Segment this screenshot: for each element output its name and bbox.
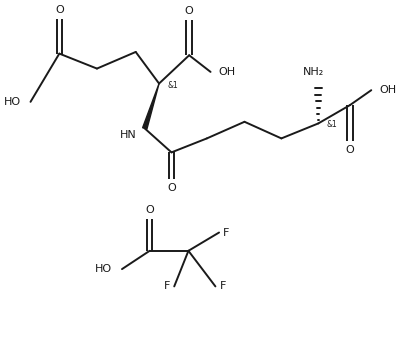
Text: HO: HO	[3, 97, 21, 107]
Text: OH: OH	[379, 85, 396, 95]
Text: &1: &1	[167, 81, 178, 89]
Text: O: O	[167, 183, 176, 193]
Text: &1: &1	[326, 120, 337, 130]
Text: O: O	[145, 205, 154, 215]
Text: F: F	[164, 282, 170, 291]
Text: O: O	[346, 145, 354, 155]
Text: NH₂: NH₂	[303, 67, 324, 77]
Text: HO: HO	[95, 264, 112, 274]
Text: F: F	[223, 227, 229, 238]
Text: OH: OH	[219, 67, 236, 77]
Text: F: F	[220, 282, 226, 291]
Text: O: O	[185, 6, 193, 16]
Polygon shape	[143, 84, 159, 129]
Text: O: O	[55, 5, 63, 15]
Text: HN: HN	[120, 131, 137, 140]
